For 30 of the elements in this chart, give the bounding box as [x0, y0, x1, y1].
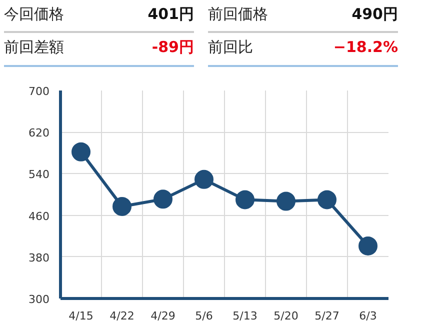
x-tick-label: 6/3 [359, 310, 377, 322]
y-tick-label: 540 [28, 168, 50, 182]
point [358, 236, 378, 256]
x-tick-label: 5/13 [232, 310, 258, 322]
x-tick-label: 5/6 [195, 310, 213, 322]
point [154, 190, 172, 209]
text: -89円 [152, 37, 194, 58]
x-tick-label: 4/22 [110, 310, 134, 322]
y-tick-label: 620 [28, 126, 50, 140]
x-tick-label: 5/27 [314, 310, 340, 322]
text: −18.2% [333, 37, 398, 58]
text: 今回価格 [4, 4, 64, 25]
text: 前回価格 [208, 4, 268, 25]
y-tick-label: 300 [28, 293, 50, 306]
point [112, 196, 132, 216]
point [236, 190, 254, 210]
point [194, 170, 214, 189]
x-tick-label: 4/15 [68, 310, 94, 322]
text: 490円 [352, 4, 398, 25]
text: 前回差額 [4, 37, 64, 58]
text: 401円 [148, 4, 194, 25]
y-tick-label: 460 [28, 210, 50, 223]
y-tick-label: 700 [28, 85, 50, 98]
x-tick-label: 4/29 [150, 310, 176, 322]
text: 前回比 [208, 37, 253, 58]
point [276, 192, 296, 211]
x-tick-label: 5/20 [274, 310, 298, 322]
y-tick-label: 380 [28, 251, 50, 264]
point [72, 142, 90, 162]
point [318, 190, 336, 210]
